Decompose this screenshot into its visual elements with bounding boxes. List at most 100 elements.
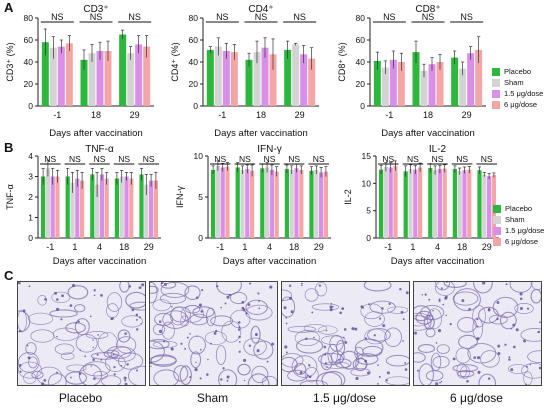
alveolus (385, 376, 409, 385)
significance-label: NS (313, 154, 325, 164)
nucleus (41, 382, 45, 385)
nucleus (124, 332, 127, 335)
bar (245, 169, 250, 238)
alveolus (221, 320, 242, 343)
nucleus (200, 310, 204, 313)
alveolus (121, 315, 143, 328)
significance-label: NS (255, 12, 268, 22)
tissue-background (150, 282, 277, 385)
nucleus (138, 316, 141, 319)
bar (418, 167, 423, 238)
bar (230, 52, 238, 106)
nucleus (131, 308, 135, 312)
nucleus (248, 282, 252, 285)
bar (260, 168, 265, 238)
x-axis-label: Days after vaccination (391, 256, 484, 267)
alveolus (499, 311, 517, 330)
nucleus (220, 378, 223, 381)
alveolus (23, 372, 37, 384)
bar (80, 180, 85, 238)
y-tick-label: 0 (198, 233, 203, 243)
alveolus (128, 365, 145, 385)
alveolus (106, 292, 123, 312)
legend-swatch (493, 226, 501, 235)
micrograph-sham (149, 281, 278, 386)
bar (250, 170, 255, 238)
x-tick-label: 18 (423, 110, 433, 120)
legend-item: Sham (492, 77, 543, 88)
alveolus (415, 310, 434, 325)
bar (289, 169, 294, 238)
bar (482, 174, 487, 238)
nucleus (339, 311, 343, 315)
nucleus (313, 336, 315, 339)
y-tick-label: 80 (356, 13, 366, 23)
alveolus (190, 351, 202, 369)
nucleus (158, 320, 162, 323)
nucleus (160, 282, 164, 285)
bar (80, 59, 88, 106)
alveolus (250, 325, 261, 344)
nucleus (238, 326, 241, 329)
nucleus (368, 303, 371, 306)
bar (309, 170, 314, 238)
nucleus (163, 282, 167, 286)
legend-label: Sham (505, 215, 525, 224)
nucleus (56, 335, 58, 338)
nucleus (120, 364, 123, 367)
nucleus (136, 318, 138, 321)
nucleus (452, 357, 456, 361)
alveolus (418, 363, 434, 385)
nucleus (288, 284, 292, 287)
bar (451, 57, 459, 106)
bar (284, 49, 292, 106)
nucleus (241, 301, 245, 304)
y-tick-label: 80 (189, 13, 199, 23)
nucleus (354, 327, 358, 331)
nucleus (241, 306, 245, 310)
nucleus (124, 379, 127, 382)
legend-swatch (492, 100, 500, 109)
nucleus (61, 294, 64, 298)
nucleus (331, 305, 334, 308)
alveolus (67, 285, 89, 300)
nucleus (220, 306, 223, 309)
nucleus (402, 340, 404, 342)
alveolus (101, 375, 122, 385)
legend-a: Placebo Sham 1.5 μg/dose 6 μg/dose (492, 66, 543, 110)
alveolus (435, 282, 451, 291)
bar (253, 52, 261, 106)
nucleus (289, 296, 293, 300)
nucleus (78, 372, 82, 376)
bar (292, 44, 300, 106)
alveolus (294, 330, 320, 346)
alveolus (527, 350, 541, 363)
nucleus (343, 328, 347, 331)
significance-label: NS (382, 154, 394, 164)
alveolus (369, 300, 396, 314)
alveolus (339, 350, 360, 370)
x-tick-label: 29 (130, 110, 140, 120)
alveolus (316, 371, 343, 385)
x-tick-label: -1 (46, 242, 54, 252)
nucleus (356, 352, 359, 355)
nucleus (72, 283, 76, 287)
nucleus (497, 344, 501, 348)
nucleus (449, 323, 452, 326)
alveolus (66, 364, 87, 372)
alveolus (414, 352, 426, 363)
alveolus (184, 285, 201, 301)
bar (50, 176, 55, 238)
nucleus (92, 358, 95, 361)
panel-label-a: A (4, 0, 14, 15)
alveolus (36, 366, 62, 385)
nucleus (301, 282, 303, 285)
y-axis-label: CD4⁺ (%) (170, 42, 180, 81)
nucleus (379, 317, 382, 320)
nucleus (504, 343, 507, 346)
legend-b: Placebo Sham 1.5 μg/dose 6 μg/dose (493, 203, 544, 247)
significance-label: NS (90, 12, 103, 22)
nucleus (209, 342, 212, 345)
nucleus (126, 363, 129, 366)
nucleus (311, 311, 314, 314)
